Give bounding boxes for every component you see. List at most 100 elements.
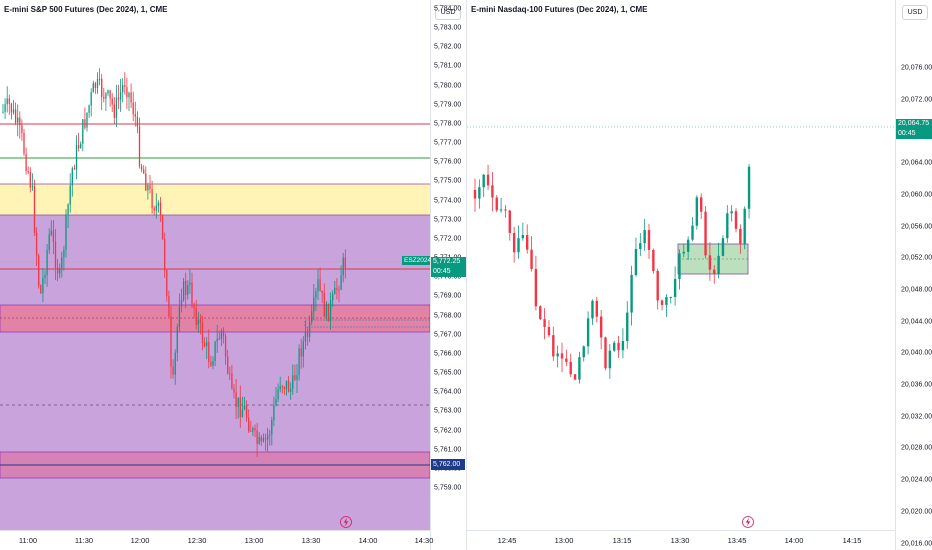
candle-body	[473, 190, 477, 199]
candle-body	[591, 300, 594, 319]
candle-body	[193, 304, 195, 309]
candle-body	[258, 436, 260, 444]
candle-body	[82, 119, 84, 144]
candle-body	[266, 435, 269, 440]
candle-body	[321, 290, 323, 293]
candle-body	[691, 225, 694, 240]
candle-body	[155, 205, 157, 211]
candle-body	[478, 187, 481, 199]
candle-body	[269, 434, 271, 436]
time-tick-label: 14:00	[358, 536, 378, 545]
sp500-chart-pane[interactable]: E-mini S&P 500 Futures (Dec 2024), 1, CM…	[0, 0, 466, 550]
candle-body	[134, 114, 136, 117]
lightning-bolt-icon[interactable]	[742, 516, 754, 528]
candle-body	[726, 213, 729, 239]
price-tick-label: 5,764.00	[434, 388, 462, 396]
candle-body	[639, 243, 642, 249]
candle-body	[342, 257, 344, 276]
lightning-bolt-icon[interactable]	[340, 516, 352, 528]
candle-body	[325, 303, 328, 317]
candle-body	[717, 255, 720, 275]
candle-body	[212, 361, 214, 366]
candle-body	[140, 166, 143, 170]
price-tick-label: 20,048.00	[901, 286, 932, 294]
candle-body	[71, 168, 73, 186]
candle-body	[197, 319, 199, 325]
candle-body	[90, 92, 92, 106]
candle-body	[713, 269, 716, 275]
candle-body	[50, 230, 52, 235]
candle-body	[92, 82, 94, 93]
candle-body	[734, 211, 738, 229]
price-tick-label: 20,044.00	[901, 318, 932, 326]
candle-body	[539, 306, 542, 320]
currency-selector[interactable]: USD	[435, 5, 461, 20]
candle-body	[300, 348, 302, 357]
candle-body	[626, 312, 629, 341]
candle-body	[271, 420, 273, 435]
time-tick-label: 13:30	[670, 536, 690, 545]
candle-body	[29, 172, 31, 188]
candle-body	[323, 292, 325, 317]
sp500-chart-title: E-mini S&P 500 Futures (Dec 2024), 1, CM…	[4, 5, 168, 14]
candle-body	[117, 97, 120, 100]
nasdaq-candles-svg[interactable]	[467, 0, 895, 530]
nasdaq-plot-area[interactable]: E-mini Nasdaq-100 Futures (Dec 2024), 1,…	[467, 0, 895, 530]
price-tick-label: 5,763.00	[434, 407, 462, 415]
nasdaq-time-axis[interactable]: 12:45 13:00 13:15 13:30 13:45 14:00 14:15	[467, 530, 895, 550]
candle-body	[176, 326, 178, 353]
candle-body	[565, 358, 568, 362]
sp500-plot-area[interactable]: E-mini S&P 500 Futures (Dec 2024), 1, CM…	[0, 0, 430, 530]
time-tick-label: 11:30	[74, 536, 94, 545]
yellow-zone	[0, 184, 430, 215]
candle-body	[281, 386, 283, 388]
currency-selector[interactable]: USD	[902, 5, 928, 20]
price-tick-label: 5,776.00	[434, 158, 462, 166]
price-tick-label: 5,777.00	[434, 139, 462, 147]
price-tick-label: 5,783.00	[434, 24, 462, 32]
candle-body	[145, 173, 147, 191]
candle-body	[608, 350, 612, 369]
candle-body	[31, 186, 34, 188]
time-tick-label: 12:00	[130, 536, 150, 545]
candle-body	[241, 409, 244, 418]
price-tick-label: 20,060.00	[901, 191, 932, 199]
candle-body	[344, 257, 346, 268]
sp500-candles-svg[interactable]	[0, 0, 430, 530]
candle-body	[569, 361, 572, 375]
candle-body	[517, 238, 520, 253]
candle-body	[586, 318, 590, 347]
candle-body	[556, 353, 559, 357]
candle-body	[499, 209, 503, 211]
sp500-price-axis[interactable]: USD 5,784.00 5,783.00 5,782.00 5,781.00 5,78…	[430, 0, 466, 550]
candle-body	[132, 102, 134, 115]
time-tick-label: 14:15	[842, 536, 862, 545]
candle-body	[218, 338, 220, 340]
candle-body	[178, 306, 181, 327]
candle-body	[216, 338, 218, 342]
sp500-time-axis[interactable]: 11:00 11:30 12:00 12:30 13:00 13:30 14:00 14:30	[0, 530, 433, 550]
candle-body	[573, 374, 577, 380]
candle-body	[248, 417, 250, 431]
candle-body	[613, 342, 616, 351]
price-tick-label: 20,032.00	[901, 413, 932, 421]
candle-body	[695, 197, 699, 226]
candle-body	[543, 319, 546, 328]
candle-body	[534, 268, 538, 307]
candle-body	[44, 275, 46, 278]
price-tick-label: 5,780.00	[434, 82, 462, 90]
candle-body	[486, 174, 490, 186]
candle-body	[252, 428, 254, 432]
candle-body	[195, 308, 197, 325]
candle-body	[166, 270, 168, 297]
price-tick-label: 20,072.00	[901, 96, 932, 104]
price-tick-label: 5,779.00	[434, 101, 462, 109]
nasdaq-chart-pane[interactable]: E-mini Nasdaq-100 Futures (Dec 2024), 1,…	[466, 0, 932, 550]
candle-body	[634, 248, 638, 276]
nasdaq-price-axis[interactable]: USD 20,076.0020,072.0020,068.0020,064.00…	[895, 0, 932, 550]
candle-body	[235, 392, 237, 407]
candle-body	[8, 98, 10, 104]
price-tick-label: 20,056.00	[901, 223, 932, 230]
candle-body	[482, 174, 485, 188]
candle-body	[98, 78, 101, 80]
